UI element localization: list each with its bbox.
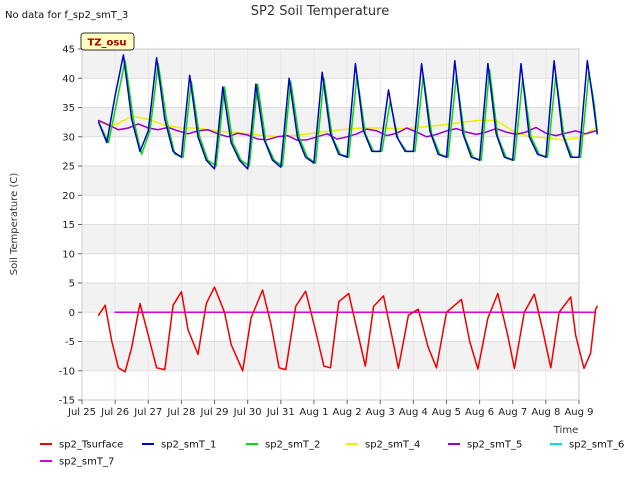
series-line-sp2-smT-2 xyxy=(97,59,598,167)
y-tick-label: 0 xyxy=(69,308,75,319)
x-axis-title: Time xyxy=(553,425,578,436)
legend-label: sp2_smT_7 xyxy=(59,457,114,468)
y-axis-ticks: -15 -10 -5 0 5 10 15 20 25 30 35 40 45 xyxy=(59,45,82,407)
legend-label: sp2_Tsurface xyxy=(59,440,123,451)
legend-label: sp2_smT_4 xyxy=(365,440,420,451)
x-tick-label: Aug 7 xyxy=(498,407,527,418)
grid-band xyxy=(82,49,579,79)
y-tick-label: -15 xyxy=(59,396,75,407)
y-tick-label: 30 xyxy=(62,132,75,143)
y-tick-label: 15 xyxy=(62,220,75,231)
x-tick-label: Aug 9 xyxy=(564,407,593,418)
grid-band xyxy=(82,78,579,108)
y-tick-label: 5 xyxy=(69,279,75,290)
x-tick-label: Aug 1 xyxy=(299,407,328,418)
chart-title: SP2 Soil Temperature xyxy=(251,4,389,19)
legend-item-sp2-smT-4: sp2_smT_4 xyxy=(346,440,420,451)
grid-band xyxy=(82,253,579,283)
x-tick-label: Jul 27 xyxy=(133,407,162,418)
tz-badge-label: TZ_osu xyxy=(87,38,126,49)
x-tick-label: Aug 2 xyxy=(333,407,362,418)
tz-badge-box xyxy=(80,32,135,51)
legend-label: sp2_smT_2 xyxy=(265,440,320,451)
y-tick-label: 10 xyxy=(62,249,75,260)
y-tick-label: 25 xyxy=(62,162,75,173)
grid-band xyxy=(82,224,579,254)
legend-item-sp2-smT-5: sp2_smT_5 xyxy=(448,440,522,451)
x-tick-label: Jul 28 xyxy=(166,407,195,418)
legend-item-sp2-Tsurface: sp2_Tsurface xyxy=(40,440,123,451)
legend-label: sp2_smT_1 xyxy=(161,440,216,451)
x-tick-label: Aug 6 xyxy=(465,407,494,418)
grid-band xyxy=(82,283,579,313)
x-tick-label: Jul 30 xyxy=(233,407,262,418)
series-line-sp2-smT-1 xyxy=(97,54,598,170)
x-axis-ticks: Jul 25 Jul 26 Jul 27 Jul 28 Jul 29 Jul 30 Jul … xyxy=(67,400,594,418)
grid-band xyxy=(82,312,579,342)
legend-item-sp2-smT-6: sp2_smT_6 xyxy=(550,440,624,451)
x-tick-label: Aug 8 xyxy=(531,407,560,418)
x-tick-label: Jul 26 xyxy=(100,407,129,418)
x-tick-label: Aug 3 xyxy=(366,407,395,418)
series-line-sp2-Tsurface xyxy=(97,286,598,373)
y-tick-label: 35 xyxy=(62,103,75,114)
legend-item-sp2-smT-1: sp2_smT_1 xyxy=(142,440,216,451)
x-tick-label: Aug 5 xyxy=(432,407,461,418)
no-data-note: No data for f_sp2_smT_3 xyxy=(5,10,128,21)
series-lines xyxy=(97,54,598,373)
x-tick-label: Aug 4 xyxy=(399,407,428,418)
legend: sp2_Tsurface sp2_smT_1 sp2_smT_2 sp2_smT_4 s… xyxy=(40,440,624,468)
grid-band xyxy=(82,370,579,400)
grid-band xyxy=(82,136,579,166)
legend-item-sp2-smT-2: sp2_smT_2 xyxy=(246,440,320,451)
y-tick-label: 45 xyxy=(62,45,75,56)
series-line-sp2-smT-5 xyxy=(97,119,597,142)
y-tick-label: 20 xyxy=(62,191,75,202)
x-tick-label: Jul 29 xyxy=(200,407,229,418)
y-tick-label: -10 xyxy=(59,366,75,377)
legend-label: sp2_smT_6 xyxy=(569,440,624,451)
y-tick-label: -5 xyxy=(65,337,75,348)
grid-band xyxy=(82,166,579,196)
legend-item-sp2-smT-7: sp2_smT_7 xyxy=(40,457,114,468)
y-tick-label: 40 xyxy=(62,74,75,85)
background-bands xyxy=(82,48,579,401)
tz-badge: TZ_osu xyxy=(80,32,135,51)
x-tick-label: Jul 31 xyxy=(266,407,295,418)
grid-band xyxy=(82,195,579,225)
legend-label: sp2_smT_5 xyxy=(467,440,522,451)
x-tick-label: Jul 25 xyxy=(67,407,96,418)
y-axis-title: Soil Temperature (C) xyxy=(9,173,20,276)
